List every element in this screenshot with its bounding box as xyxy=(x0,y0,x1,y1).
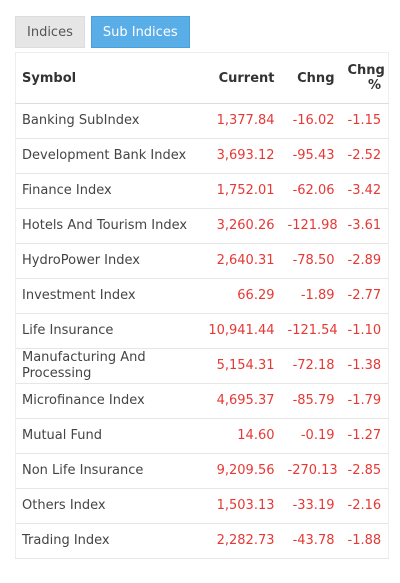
value-cell: -2.89 xyxy=(341,243,389,279)
value-cell: -1.38 xyxy=(341,348,389,384)
table-row: Banking SubIndex 1,377.84 -16.02 -1.15 xyxy=(15,103,389,139)
value-cell: -78.50 xyxy=(281,243,342,279)
value-cell: -2.16 xyxy=(341,488,389,524)
table-row: Life Insurance 10,941.44 -121.54 -1.10 xyxy=(15,313,389,349)
value-cell: -121.98 xyxy=(281,208,342,244)
value-cell: -72.18 xyxy=(281,348,342,384)
table-row: Hotels And Tourism Index 3,260.26 -121.98-… xyxy=(15,208,389,244)
value-cell: 2,640.31 xyxy=(195,243,282,279)
value-cell: -2.77 xyxy=(341,278,389,314)
value-cell: -3.61 xyxy=(341,208,389,244)
value-cell: -1.88 xyxy=(341,523,389,559)
value-cell: -2.85 xyxy=(341,453,389,489)
symbol-cell[interactable]: Mutual Fund xyxy=(15,418,196,454)
value-cell: -95.43 xyxy=(281,138,342,174)
column-header[interactable]: Symbol xyxy=(15,52,196,104)
value-cell: -2.52 xyxy=(341,138,389,174)
value-cell: 1,752.01 xyxy=(195,173,282,209)
table-row: HydroPower Index 2,640.31 -78.50 -2.89 xyxy=(15,243,389,279)
table-row: Manufacturing And Processing 5,154.31 -72.… xyxy=(15,348,389,384)
symbol-cell[interactable]: Hotels And Tourism Index xyxy=(15,208,196,244)
symbol-cell[interactable]: Development Bank Index xyxy=(15,138,196,174)
value-cell: -62.06 xyxy=(281,173,342,209)
table-row: Trading Index 2,282.73 -43.78 -1.88 xyxy=(15,523,389,559)
table-body: Banking SubIndex 1,377.84 -16.02 -1.15 Devel… xyxy=(15,103,389,559)
value-cell: -270.13 xyxy=(281,453,342,489)
column-header[interactable]: Chng xyxy=(281,52,342,104)
symbol-cell[interactable]: Manufacturing And Processing xyxy=(15,348,196,384)
table-row: Investment Index 66.29 -1.89 -2.77 xyxy=(15,278,389,314)
value-cell: 10,941.44 xyxy=(195,313,282,349)
symbol-cell[interactable]: Microfinance Index xyxy=(15,383,196,419)
value-cell: -33.19 xyxy=(281,488,342,524)
value-cell: 3,260.26 xyxy=(195,208,282,244)
value-cell: 5,154.31 xyxy=(195,348,282,384)
value-cell: -1.89 xyxy=(281,278,342,314)
symbol-cell[interactable]: Banking SubIndex xyxy=(15,103,196,139)
value-cell: 4,695.37 xyxy=(195,383,282,419)
column-header[interactable]: Chng % xyxy=(341,52,389,104)
tab-bar: Indices Sub Indices xyxy=(15,16,190,48)
value-cell: 2,282.73 xyxy=(195,523,282,559)
table-row: Development Bank Index 3,693.12 -95.43 -2.5… xyxy=(15,138,389,174)
value-cell: 1,503.13 xyxy=(195,488,282,524)
tab[interactable]: Indices xyxy=(15,16,85,48)
value-cell: -85.79 xyxy=(281,383,342,419)
value-cell: 9,209.56 xyxy=(195,453,282,489)
value-cell: -1.27 xyxy=(341,418,389,454)
table-row: Microfinance Index 4,695.37 -85.79 -1.79 xyxy=(15,383,389,419)
value-cell: 3,693.12 xyxy=(195,138,282,174)
value-cell: -16.02 xyxy=(281,103,342,139)
value-cell: -3.42 xyxy=(341,173,389,209)
value-cell: 14.60 xyxy=(195,418,282,454)
symbol-cell[interactable]: Life Insurance xyxy=(15,313,196,349)
symbol-cell[interactable]: Finance Index xyxy=(15,173,196,209)
value-cell: -1.10 xyxy=(341,313,389,349)
value-cell: -0.19 xyxy=(281,418,342,454)
tab[interactable]: Sub Indices xyxy=(90,16,190,48)
value-cell: -1.15 xyxy=(341,103,389,139)
value-cell: 66.29 xyxy=(195,278,282,314)
value-cell: -1.79 xyxy=(341,383,389,419)
column-header[interactable]: Current xyxy=(195,52,282,104)
table-row: Non Life Insurance 9,209.56 -270.13 -2.85 xyxy=(15,453,389,489)
table-row: Others Index 1,503.13 -33.19 -2.16 xyxy=(15,488,389,524)
header-row: Symbol Current Chng Chng % xyxy=(15,52,389,104)
value-cell: 1,377.84 xyxy=(195,103,282,139)
symbol-cell[interactable]: Non Life Insurance xyxy=(15,453,196,489)
table-row: Mutual Fund 14.60 -0.19 -1.27 xyxy=(15,418,389,454)
symbol-cell[interactable]: Trading Index xyxy=(15,523,196,559)
symbol-cell[interactable]: Others Index xyxy=(15,488,196,524)
symbol-cell[interactable]: HydroPower Index xyxy=(15,243,196,279)
value-cell: -121.54 xyxy=(281,313,342,349)
indices-table: Symbol Current Chng Chng % Banking SubIndex… xyxy=(15,52,389,559)
symbol-cell[interactable]: Investment Index xyxy=(15,278,196,314)
table-row: Finance Index 1,752.01 -62.06 -3.42 xyxy=(15,173,389,209)
value-cell: -43.78 xyxy=(281,523,342,559)
